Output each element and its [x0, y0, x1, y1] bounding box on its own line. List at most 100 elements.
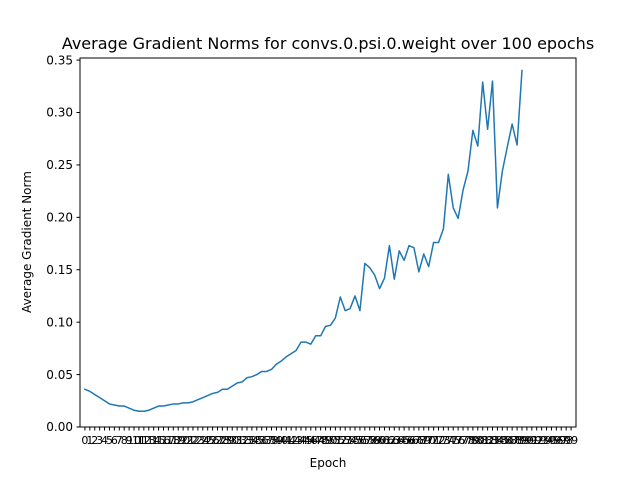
x-tick-label: 74: [441, 434, 455, 447]
x-tick-label: 84: [490, 434, 504, 447]
x-tick-label: 6: [111, 434, 118, 447]
x-tick-label: 57: [358, 434, 372, 447]
x-tick-label: 25: [201, 434, 215, 447]
x-tick-label: 91: [525, 434, 539, 447]
x-tick-label: 66: [402, 434, 416, 447]
x-tick-label: 44: [294, 434, 308, 447]
x-tick-label: 33: [240, 434, 254, 447]
x-tick-label: 4: [101, 434, 108, 447]
x-tick-label: 34: [245, 434, 259, 447]
x-tick-label: 73: [436, 434, 450, 447]
chart-title: Average Gradient Norms for convs.0.psi.0…: [62, 34, 594, 53]
x-tick-label: 48: [314, 434, 328, 447]
x-tick-label: 87: [505, 434, 519, 447]
y-tick-label: 0.20: [46, 211, 73, 225]
x-tick-label: 85: [495, 434, 509, 447]
x-tick-label: 76: [451, 434, 465, 447]
x-tick-label: 40: [274, 434, 288, 447]
x-tick-label: 75: [446, 434, 460, 447]
x-tick-label: 60: [373, 434, 387, 447]
x-tick-label: 22: [186, 434, 200, 447]
x-tick-label: 20: [176, 434, 190, 447]
x-tick-label: 54: [343, 434, 357, 447]
x-tick-label: 89: [515, 434, 529, 447]
x-tick-label: 42: [284, 434, 298, 447]
x-tick-label: 38: [265, 434, 279, 447]
x-tick-label: 43: [289, 434, 303, 447]
x-tick-label: 97: [554, 434, 568, 447]
y-tick-label: 0.15: [46, 263, 73, 277]
x-tick-label: 96: [549, 434, 563, 447]
x-tick-label: 1: [86, 434, 93, 447]
x-tick-label: 39: [269, 434, 283, 447]
y-tick-label: 0.30: [46, 106, 73, 120]
x-tick-label: 13: [142, 434, 156, 447]
x-tick-label: 29: [220, 434, 234, 447]
x-tick-label: 92: [530, 434, 544, 447]
x-tick-label: 65: [397, 434, 411, 447]
x-tick-label: 56: [353, 434, 367, 447]
x-axis-label: Epoch: [310, 456, 347, 470]
x-tick-label: 67: [407, 434, 421, 447]
x-tick-label: 79: [466, 434, 480, 447]
x-tick-label: 24: [196, 434, 210, 447]
x-tick-label: 69: [417, 434, 431, 447]
x-tick-label: 55: [348, 434, 362, 447]
x-tick-label: 17: [161, 434, 175, 447]
x-tick-label: 2: [91, 434, 98, 447]
y-tick-label: 0.05: [46, 368, 73, 382]
x-tick-label: 21: [181, 434, 195, 447]
x-tick-label: 77: [456, 434, 470, 447]
plot-area: [79, 57, 577, 428]
x-tick-label: 94: [540, 434, 554, 447]
x-tick-label: 86: [500, 434, 514, 447]
x-tick-label: 99: [564, 434, 578, 447]
x-tick-label: 37: [260, 434, 274, 447]
x-tick-label: 80: [471, 434, 485, 447]
x-tick-label: 23: [191, 434, 205, 447]
x-tick-label: 18: [166, 434, 180, 447]
x-tick-label: 3: [96, 434, 103, 447]
x-tick-label: 5: [106, 434, 113, 447]
x-tick-label: 61: [377, 434, 391, 447]
x-tick-label: 49: [319, 434, 333, 447]
x-tick-label: 27: [211, 434, 225, 447]
x-tick-label: 90: [520, 434, 534, 447]
x-tick-label: 35: [250, 434, 264, 447]
x-tick-label: 8: [121, 434, 128, 447]
x-tick-label: 32: [235, 434, 249, 447]
y-tick-label: 0.10: [46, 315, 73, 329]
x-tick-label: 0: [81, 434, 88, 447]
x-tick-label: 62: [382, 434, 396, 447]
x-tick-label: 68: [412, 434, 426, 447]
x-tick-label: 82: [481, 434, 495, 447]
x-tick-label: 9: [126, 434, 133, 447]
x-tick-label: 78: [461, 434, 475, 447]
x-tick-label: 12: [137, 434, 151, 447]
x-tick-label: 26: [206, 434, 220, 447]
x-tick-label: 19: [171, 434, 185, 447]
x-tick-label: 95: [544, 434, 558, 447]
x-tick-label: 72: [431, 434, 445, 447]
x-tick-label: 83: [486, 434, 500, 447]
x-tick-label: 15: [152, 434, 166, 447]
x-tick-label: 47: [309, 434, 323, 447]
x-tick-label: 51: [328, 434, 342, 447]
y-axis-label: Average Gradient Norm: [20, 171, 34, 313]
series-line-0: [83, 69, 523, 413]
x-tick-label: 16: [156, 434, 170, 447]
x-tick-label: 41: [279, 434, 293, 447]
x-tick-label: 71: [427, 434, 441, 447]
y-tick-label: 0.00: [46, 420, 73, 434]
x-tick-label: 58: [363, 434, 377, 447]
x-tick-label: 31: [230, 434, 244, 447]
x-tick-label: 10: [127, 434, 141, 447]
x-tick-label: 70: [422, 434, 436, 447]
y-tick-label: 0.35: [46, 53, 73, 67]
x-tick-label: 30: [225, 434, 239, 447]
x-tick-label: 28: [215, 434, 229, 447]
x-tick-label: 98: [559, 434, 573, 447]
x-tick-label: 53: [338, 434, 352, 447]
x-tick-label: 50: [323, 434, 337, 447]
